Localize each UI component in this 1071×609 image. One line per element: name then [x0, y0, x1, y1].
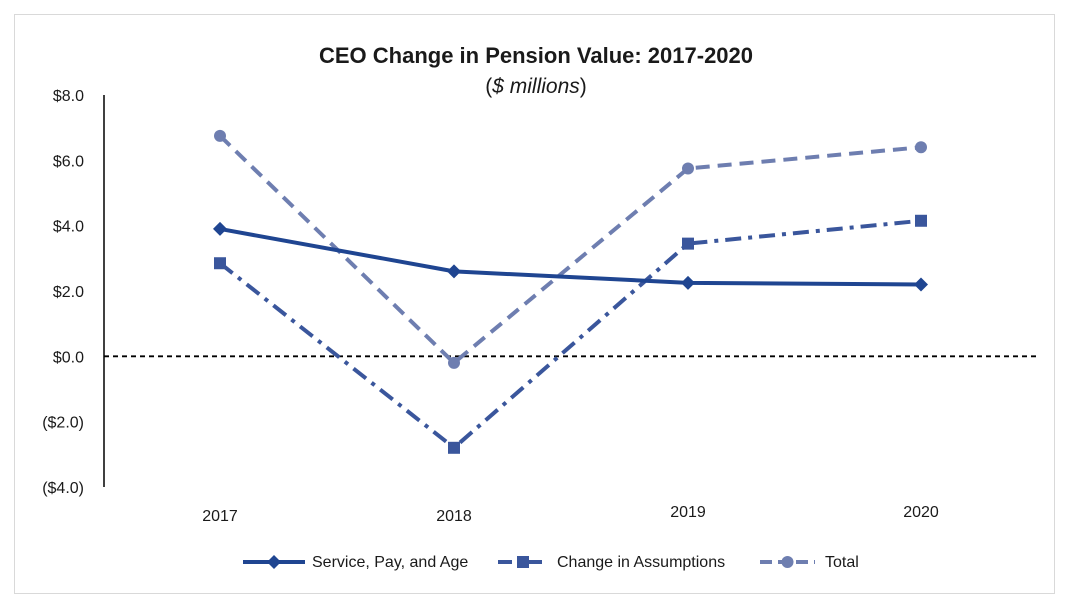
circle-marker — [915, 141, 927, 154]
diamond-marker — [914, 277, 928, 292]
series-layer — [213, 129, 928, 454]
legend-label: Change in Assumptions — [557, 554, 725, 571]
diamond-marker — [213, 221, 227, 236]
legend-label: Service, Pay, and Age — [312, 554, 468, 571]
legend-item: Service, Pay, and Age — [243, 554, 468, 571]
circle-marker — [682, 162, 694, 175]
chart-frame — [14, 14, 1055, 594]
square-marker — [214, 257, 226, 270]
y-tick-label: $2.0 — [53, 284, 84, 301]
subtitle-units: $ millions — [491, 75, 580, 98]
square-marker — [682, 237, 694, 250]
legend-item: Total — [760, 554, 859, 571]
y-tick-label: ($4.0) — [42, 480, 84, 497]
y-tick-label: ($2.0) — [42, 415, 84, 432]
series-line — [218, 218, 922, 450]
y-tick-label: $6.0 — [53, 153, 84, 170]
square-marker — [517, 556, 529, 568]
diamond-marker — [681, 275, 695, 290]
y-tick-label: $8.0 — [53, 88, 84, 105]
legend-label: Total — [825, 554, 859, 571]
square-marker — [448, 441, 460, 454]
series-total — [214, 129, 927, 369]
subtitle-close-paren: ) — [580, 75, 587, 98]
chart-subtitle: ($ millions) — [485, 75, 587, 98]
square-marker — [915, 214, 927, 227]
chart-title: CEO Change in Pension Value: 2017-2020 — [319, 43, 753, 68]
diamond-marker — [447, 264, 461, 279]
x-tick-label: 2017 — [202, 508, 238, 525]
circle-marker — [448, 356, 460, 369]
axes-group: $8.0 $6.0 $4.0 $2.0 $0.0 ($2.0) ($4.0) 2017 2018… — [42, 88, 1040, 525]
y-tick-label: $0.0 — [53, 349, 84, 366]
circle-marker — [781, 556, 794, 568]
series-change-in-assumptions — [214, 214, 927, 454]
series-line — [219, 226, 922, 287]
y-tick-label: $4.0 — [53, 219, 84, 236]
x-tick-label: 2020 — [903, 504, 939, 521]
legend: Service, Pay, and Age Change in Assumptio… — [243, 554, 859, 571]
subtitle-open-paren: ( — [485, 75, 492, 98]
circle-marker — [214, 129, 226, 142]
x-tick-label: 2018 — [436, 508, 472, 525]
diamond-marker — [267, 555, 281, 569]
series-service-pay-and-age — [213, 221, 928, 292]
x-tick-label: 2019 — [670, 504, 706, 521]
legend-item: Change in Assumptions — [498, 554, 725, 571]
